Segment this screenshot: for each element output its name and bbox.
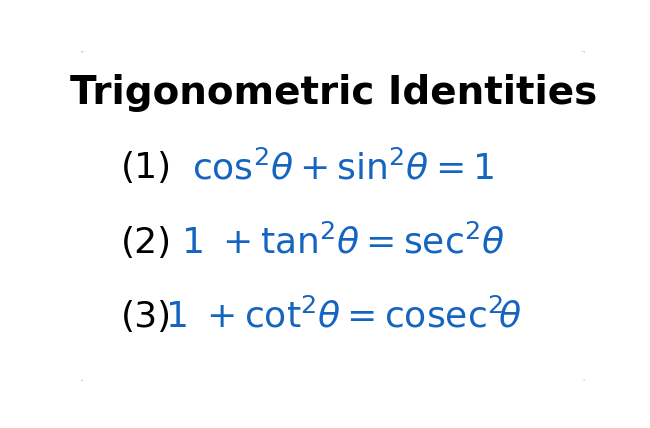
FancyBboxPatch shape xyxy=(79,50,588,383)
Text: $\cos^2\!\theta + \sin^2\!\theta = 1$: $\cos^2\!\theta + \sin^2\!\theta = 1$ xyxy=(192,150,494,187)
Text: $1 \ +\cot^2\!\theta = \mathrm{cosec}^2\!\theta$: $1 \ +\cot^2\!\theta = \mathrm{cosec}^2\… xyxy=(164,299,522,335)
Text: Trigonometric Identities: Trigonometric Identities xyxy=(70,74,597,112)
Text: (3): (3) xyxy=(121,300,172,334)
Text: $1 \ +\tan^2\!\theta = \sec^2\!\theta$: $1 \ +\tan^2\!\theta = \sec^2\!\theta$ xyxy=(181,224,505,261)
Text: (1): (1) xyxy=(121,152,172,185)
Text: (2): (2) xyxy=(121,226,172,259)
